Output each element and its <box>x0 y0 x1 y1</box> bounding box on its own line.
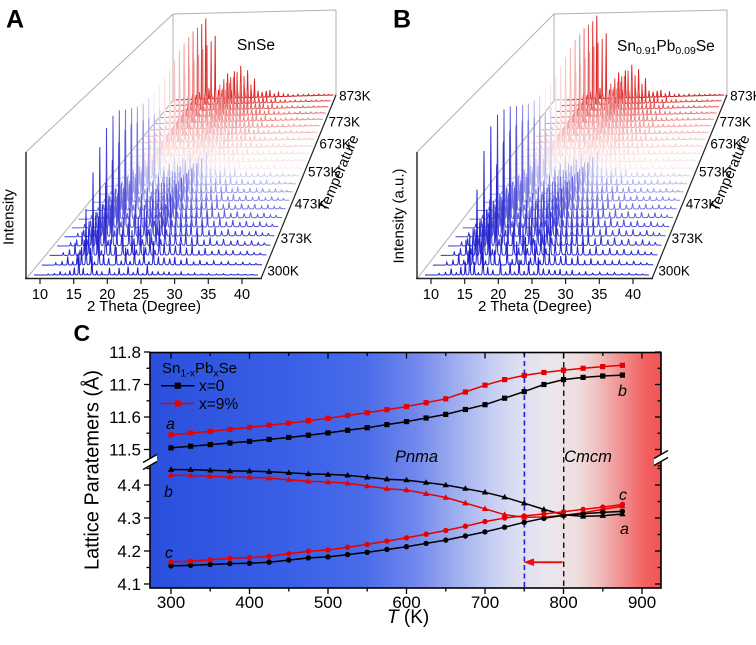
svg-text:700: 700 <box>471 593 499 612</box>
svg-text:900: 900 <box>628 593 656 612</box>
svg-text:673K: 673K <box>710 137 742 152</box>
svg-text:30: 30 <box>167 287 183 303</box>
svg-text:Intensity: Intensity <box>1 189 18 245</box>
svg-text:20: 20 <box>99 287 115 303</box>
svg-text:10: 10 <box>423 287 439 303</box>
svg-text:25: 25 <box>133 287 149 303</box>
svg-text:x=0: x=0 <box>199 378 225 395</box>
svg-text:a: a <box>166 416 175 433</box>
svg-text:x=9%: x=9% <box>199 396 238 413</box>
svg-text:11.7: 11.7 <box>109 376 141 395</box>
svg-text:Sn1-xPbxSe: Sn1-xPbxSe <box>162 360 237 380</box>
svg-text:15: 15 <box>457 287 473 303</box>
svg-text:40: 40 <box>625 287 641 303</box>
svg-text:10: 10 <box>32 287 48 303</box>
svg-text:c: c <box>165 545 173 562</box>
svg-text:4.1: 4.1 <box>117 575 141 594</box>
svg-text:673K: 673K <box>319 137 351 152</box>
svg-text:b: b <box>164 484 173 501</box>
svg-text:773K: 773K <box>329 115 361 130</box>
svg-text:c: c <box>619 487 627 504</box>
svg-text:25: 25 <box>524 287 540 303</box>
svg-text:Cmcm: Cmcm <box>564 448 612 466</box>
svg-text:Lattice Paratemers (Å): Lattice Paratemers (Å) <box>81 370 104 570</box>
svg-text:35: 35 <box>200 287 216 303</box>
svg-text:473K: 473K <box>686 197 718 212</box>
svg-text:SnSe: SnSe <box>237 37 275 54</box>
svg-text:373K: 373K <box>281 231 313 246</box>
svg-text:600: 600 <box>392 593 420 612</box>
svg-text:4.2: 4.2 <box>117 542 141 561</box>
svg-text:300: 300 <box>157 593 185 612</box>
svg-text:B: B <box>393 6 411 34</box>
svg-text:300K: 300K <box>658 264 690 279</box>
svg-text:373K: 373K <box>672 231 704 246</box>
svg-text:573K: 573K <box>699 165 731 180</box>
svg-text:30: 30 <box>558 287 574 303</box>
svg-text:11.8: 11.8 <box>109 343 141 362</box>
svg-text:C: C <box>74 320 91 346</box>
svg-text:20: 20 <box>490 287 506 303</box>
svg-text:4.4: 4.4 <box>117 476 141 495</box>
svg-text:a: a <box>620 521 629 538</box>
svg-text:Sn0.91Pb0.09Se: Sn0.91Pb0.09Se <box>617 38 715 57</box>
svg-text:Pnma: Pnma <box>395 448 438 466</box>
svg-text:b: b <box>618 383 627 400</box>
svg-text:Intensity (a.u.): Intensity (a.u.) <box>391 168 408 263</box>
svg-text:T (K): T (K) <box>387 607 429 628</box>
svg-text:800: 800 <box>549 593 577 612</box>
svg-text:473K: 473K <box>295 197 327 212</box>
svg-text:500: 500 <box>314 593 342 612</box>
svg-text:A: A <box>6 6 24 34</box>
svg-text:873K: 873K <box>730 89 756 104</box>
svg-text:35: 35 <box>591 287 607 303</box>
svg-text:773K: 773K <box>720 115 752 130</box>
svg-text:2 Theta (Degree): 2 Theta (Degree) <box>478 298 592 315</box>
svg-text:2 Theta (Degree): 2 Theta (Degree) <box>87 298 201 315</box>
svg-text:300K: 300K <box>267 264 299 279</box>
svg-text:15: 15 <box>66 287 82 303</box>
svg-text:40: 40 <box>234 287 250 303</box>
svg-text:873K: 873K <box>339 89 371 104</box>
svg-text:11.6: 11.6 <box>109 408 141 427</box>
svg-text:4.3: 4.3 <box>117 509 141 528</box>
svg-text:11.5: 11.5 <box>109 441 141 460</box>
svg-text:400: 400 <box>235 593 263 612</box>
svg-text:573K: 573K <box>308 165 340 180</box>
